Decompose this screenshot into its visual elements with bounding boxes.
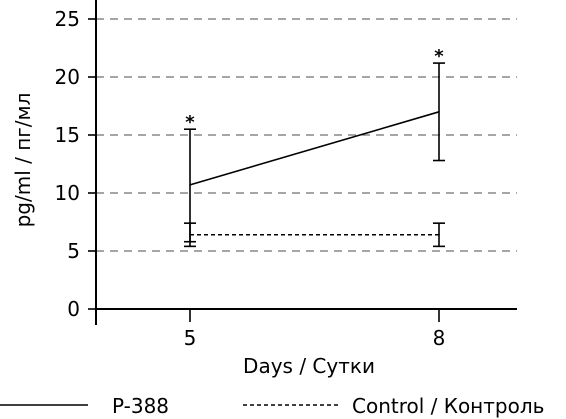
legend: P-388 Control / Контроль: [0, 394, 544, 418]
legend-label-control: Control / Контроль: [352, 394, 544, 418]
x-tick-label-8: 8: [433, 326, 446, 350]
series-layer: **: [184, 46, 445, 248]
y-tick-label-20: 20: [55, 65, 80, 89]
y-tick-label-15: 15: [55, 123, 80, 147]
series-line-0: [189, 111, 440, 186]
legend-label-p388: P-388: [112, 394, 169, 418]
significance-marker-0-1: *: [434, 46, 444, 67]
y-tick-label-10: 10: [55, 181, 80, 205]
data-point-1-0: [189, 233, 191, 236]
significance-marker-0-0: *: [185, 112, 195, 133]
y-axis-title: pg/ml / пг/мл: [11, 93, 35, 228]
y-ticks: 0 5 10 15 20 25: [55, 7, 96, 321]
grid-lines: [96, 18, 517, 252]
x-axis-title: Days / Сутки: [243, 354, 375, 378]
data-point-0-0: [189, 184, 191, 186]
y-tick-label-5: 5: [67, 239, 80, 263]
x-tick-label-5: 5: [184, 326, 197, 350]
data-point-1-1: [438, 233, 440, 236]
y-tick-label-25: 25: [55, 7, 80, 31]
y-tick-label-0: 0: [67, 297, 80, 321]
axes: [95, 0, 517, 325]
data-point-0-1: [438, 111, 440, 113]
